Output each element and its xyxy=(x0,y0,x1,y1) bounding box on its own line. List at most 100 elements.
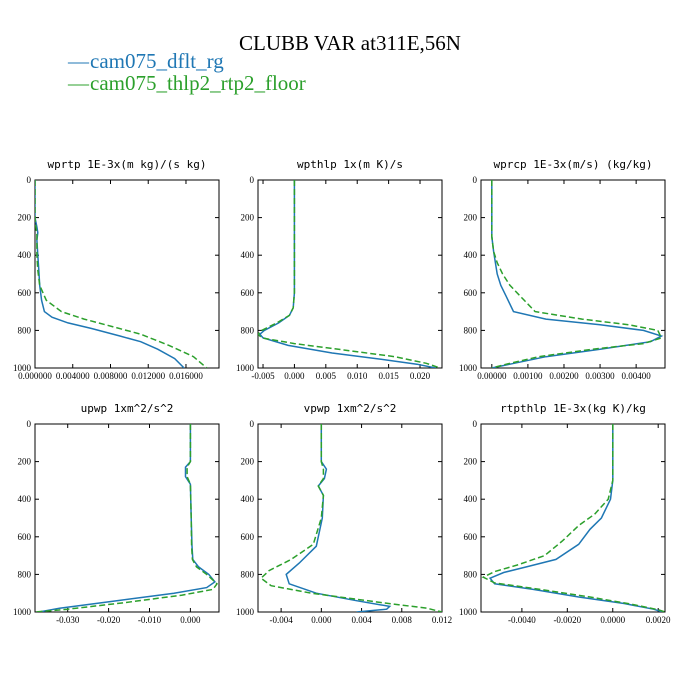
legend-label-2: cam075_thlp2_rtp2_floor xyxy=(90,71,306,95)
panel-title: wpthlp 1x(m K)/s xyxy=(297,158,403,171)
legend-entry: — cam075_dflt_rg xyxy=(67,49,224,73)
y-tick-label: 0 xyxy=(250,175,255,185)
y-tick-label: 400 xyxy=(241,250,255,260)
y-tick-label: 0 xyxy=(473,175,478,185)
x-tick-label: -0.0020 xyxy=(553,615,581,625)
series-line-dflt-rg xyxy=(285,424,392,612)
x-tick-label: -0.0040 xyxy=(508,615,536,625)
x-tick-label: 0.020 xyxy=(410,371,431,381)
x-tick-label: 0.000 xyxy=(284,371,305,381)
y-tick-label: 200 xyxy=(464,213,478,223)
plot-frame xyxy=(34,179,220,369)
plot-frame xyxy=(480,179,666,369)
x-tick-label: 0.00100 xyxy=(513,371,543,381)
y-tick-label: 0 xyxy=(250,419,255,429)
series-line-thlp2-rtp2-floor xyxy=(258,180,441,368)
x-tick-label: -0.020 xyxy=(97,615,121,625)
y-tick-label: 400 xyxy=(18,250,32,260)
y-tick-label: 1000 xyxy=(459,607,478,617)
legend: — cam075_dflt_rg — cam075_thlp2_rtp2_flo… xyxy=(67,49,306,95)
y-tick-label: 400 xyxy=(464,250,478,260)
series-line-dflt-rg xyxy=(491,180,664,368)
x-tick-label: 0.000000 xyxy=(18,371,52,381)
series-line-dflt-rg xyxy=(488,424,663,612)
y-tick-label: 600 xyxy=(464,288,478,298)
panel-grid: wprtp 1E-3x(m kg)/(s kg) 0 200 400 600 800 100… xyxy=(13,158,671,625)
plot-frame xyxy=(257,423,443,613)
y-tick-label: 800 xyxy=(18,325,32,335)
panel-title: upwp 1xm^2/s^2 xyxy=(81,402,174,415)
y-tick-label: 800 xyxy=(464,569,478,579)
plot-frame xyxy=(480,423,666,613)
x-tick-label: 0.00300 xyxy=(585,371,615,381)
panel-title: wprtp 1E-3x(m kg)/(s kg) xyxy=(48,158,207,171)
y-tick-label: 1000 xyxy=(236,363,255,373)
y-tick-label: 600 xyxy=(464,532,478,542)
series-line-dflt-rg xyxy=(35,180,185,368)
x-tick-label: 0.00000 xyxy=(477,371,507,381)
x-tick-label: 0.005 xyxy=(316,371,337,381)
legend-marker-1: — xyxy=(67,49,90,73)
x-tick-label: 0.015 xyxy=(378,371,399,381)
x-tick-label: 0.008 xyxy=(392,615,413,625)
chart-panel: vpwp 1xm^2/s^2 0 200 400 600 800 1000 -0.004 0.0… xyxy=(236,402,452,625)
y-tick-label: 400 xyxy=(464,494,478,504)
chart-panel: rtpthlp 1E-3x(kg K)/kg 0 200 400 600 800 1000 -… xyxy=(459,402,671,625)
y-tick-label: 600 xyxy=(241,532,255,542)
y-tick-label: 200 xyxy=(241,213,255,223)
y-tick-label: 0 xyxy=(473,419,478,429)
series-line-thlp2-rtp2-floor xyxy=(259,424,442,612)
x-tick-label: 0.0020 xyxy=(646,615,671,625)
y-tick-label: 1000 xyxy=(13,607,32,617)
y-tick-label: 800 xyxy=(241,325,255,335)
y-tick-label: 400 xyxy=(18,494,32,504)
y-tick-label: 600 xyxy=(18,532,32,542)
x-tick-label: 0.004000 xyxy=(56,371,90,381)
y-tick-label: 200 xyxy=(18,457,32,467)
y-tick-label: 600 xyxy=(18,288,32,298)
panel-title: wprcp 1E-3x(m/s) (kg/kg) xyxy=(494,158,653,171)
series-line-dflt-rg xyxy=(258,180,436,368)
y-tick-label: 800 xyxy=(18,569,32,579)
legend-label-1: cam075_dflt_rg xyxy=(90,49,224,73)
legend-marker-2: — xyxy=(67,71,90,95)
series-line-dflt-rg xyxy=(38,424,216,612)
y-tick-label: 1000 xyxy=(236,607,255,617)
x-tick-label: 0.004 xyxy=(351,615,372,625)
chart-panel: upwp 1xm^2/s^2 0 200 400 600 800 1000 -0.030 -0.… xyxy=(13,402,220,625)
x-tick-label: 0.00400 xyxy=(622,371,652,381)
series-line-thlp2-rtp2-floor xyxy=(491,180,663,368)
series-line-thlp2-rtp2-floor xyxy=(35,424,219,612)
y-tick-label: 200 xyxy=(18,213,32,223)
y-tick-label: 200 xyxy=(464,457,478,467)
x-tick-label: 0.012 xyxy=(432,615,452,625)
y-tick-label: 1000 xyxy=(459,363,478,373)
x-tick-label: -0.030 xyxy=(56,615,80,625)
y-tick-label: 0 xyxy=(27,419,32,429)
x-tick-label: 0.000 xyxy=(180,615,201,625)
x-tick-label: 0.008000 xyxy=(94,371,128,381)
y-tick-label: 400 xyxy=(241,494,255,504)
x-tick-label: -0.005 xyxy=(251,371,275,381)
x-tick-label: 0.016000 xyxy=(169,371,203,381)
chart-panel: wprcp 1E-3x(m/s) (kg/kg) 0 200 400 600 800 100… xyxy=(459,158,666,381)
chart-panel: wpthlp 1x(m K)/s 0 200 400 600 800 1000-0.005 0… xyxy=(236,158,443,381)
series-line-thlp2-rtp2-floor xyxy=(35,180,208,368)
y-tick-label: 0 xyxy=(27,175,32,185)
plot-frame xyxy=(34,423,220,613)
x-tick-label: 0.0000 xyxy=(600,615,625,625)
y-tick-label: 1000 xyxy=(13,363,32,373)
x-tick-label: 0.012000 xyxy=(131,371,165,381)
x-tick-label: 0.010 xyxy=(347,371,368,381)
y-tick-label: 800 xyxy=(241,569,255,579)
plot-frame xyxy=(257,179,443,369)
figure-title: CLUBB VAR at311E,56N xyxy=(239,31,461,55)
x-tick-label: 0.000 xyxy=(311,615,332,625)
x-tick-label: -0.004 xyxy=(270,615,294,625)
x-tick-label: -0.010 xyxy=(138,615,162,625)
y-tick-label: 200 xyxy=(241,457,255,467)
panel-title: vpwp 1xm^2/s^2 xyxy=(304,402,397,415)
series-line-thlp2-rtp2-floor xyxy=(481,424,665,612)
y-tick-label: 600 xyxy=(241,288,255,298)
